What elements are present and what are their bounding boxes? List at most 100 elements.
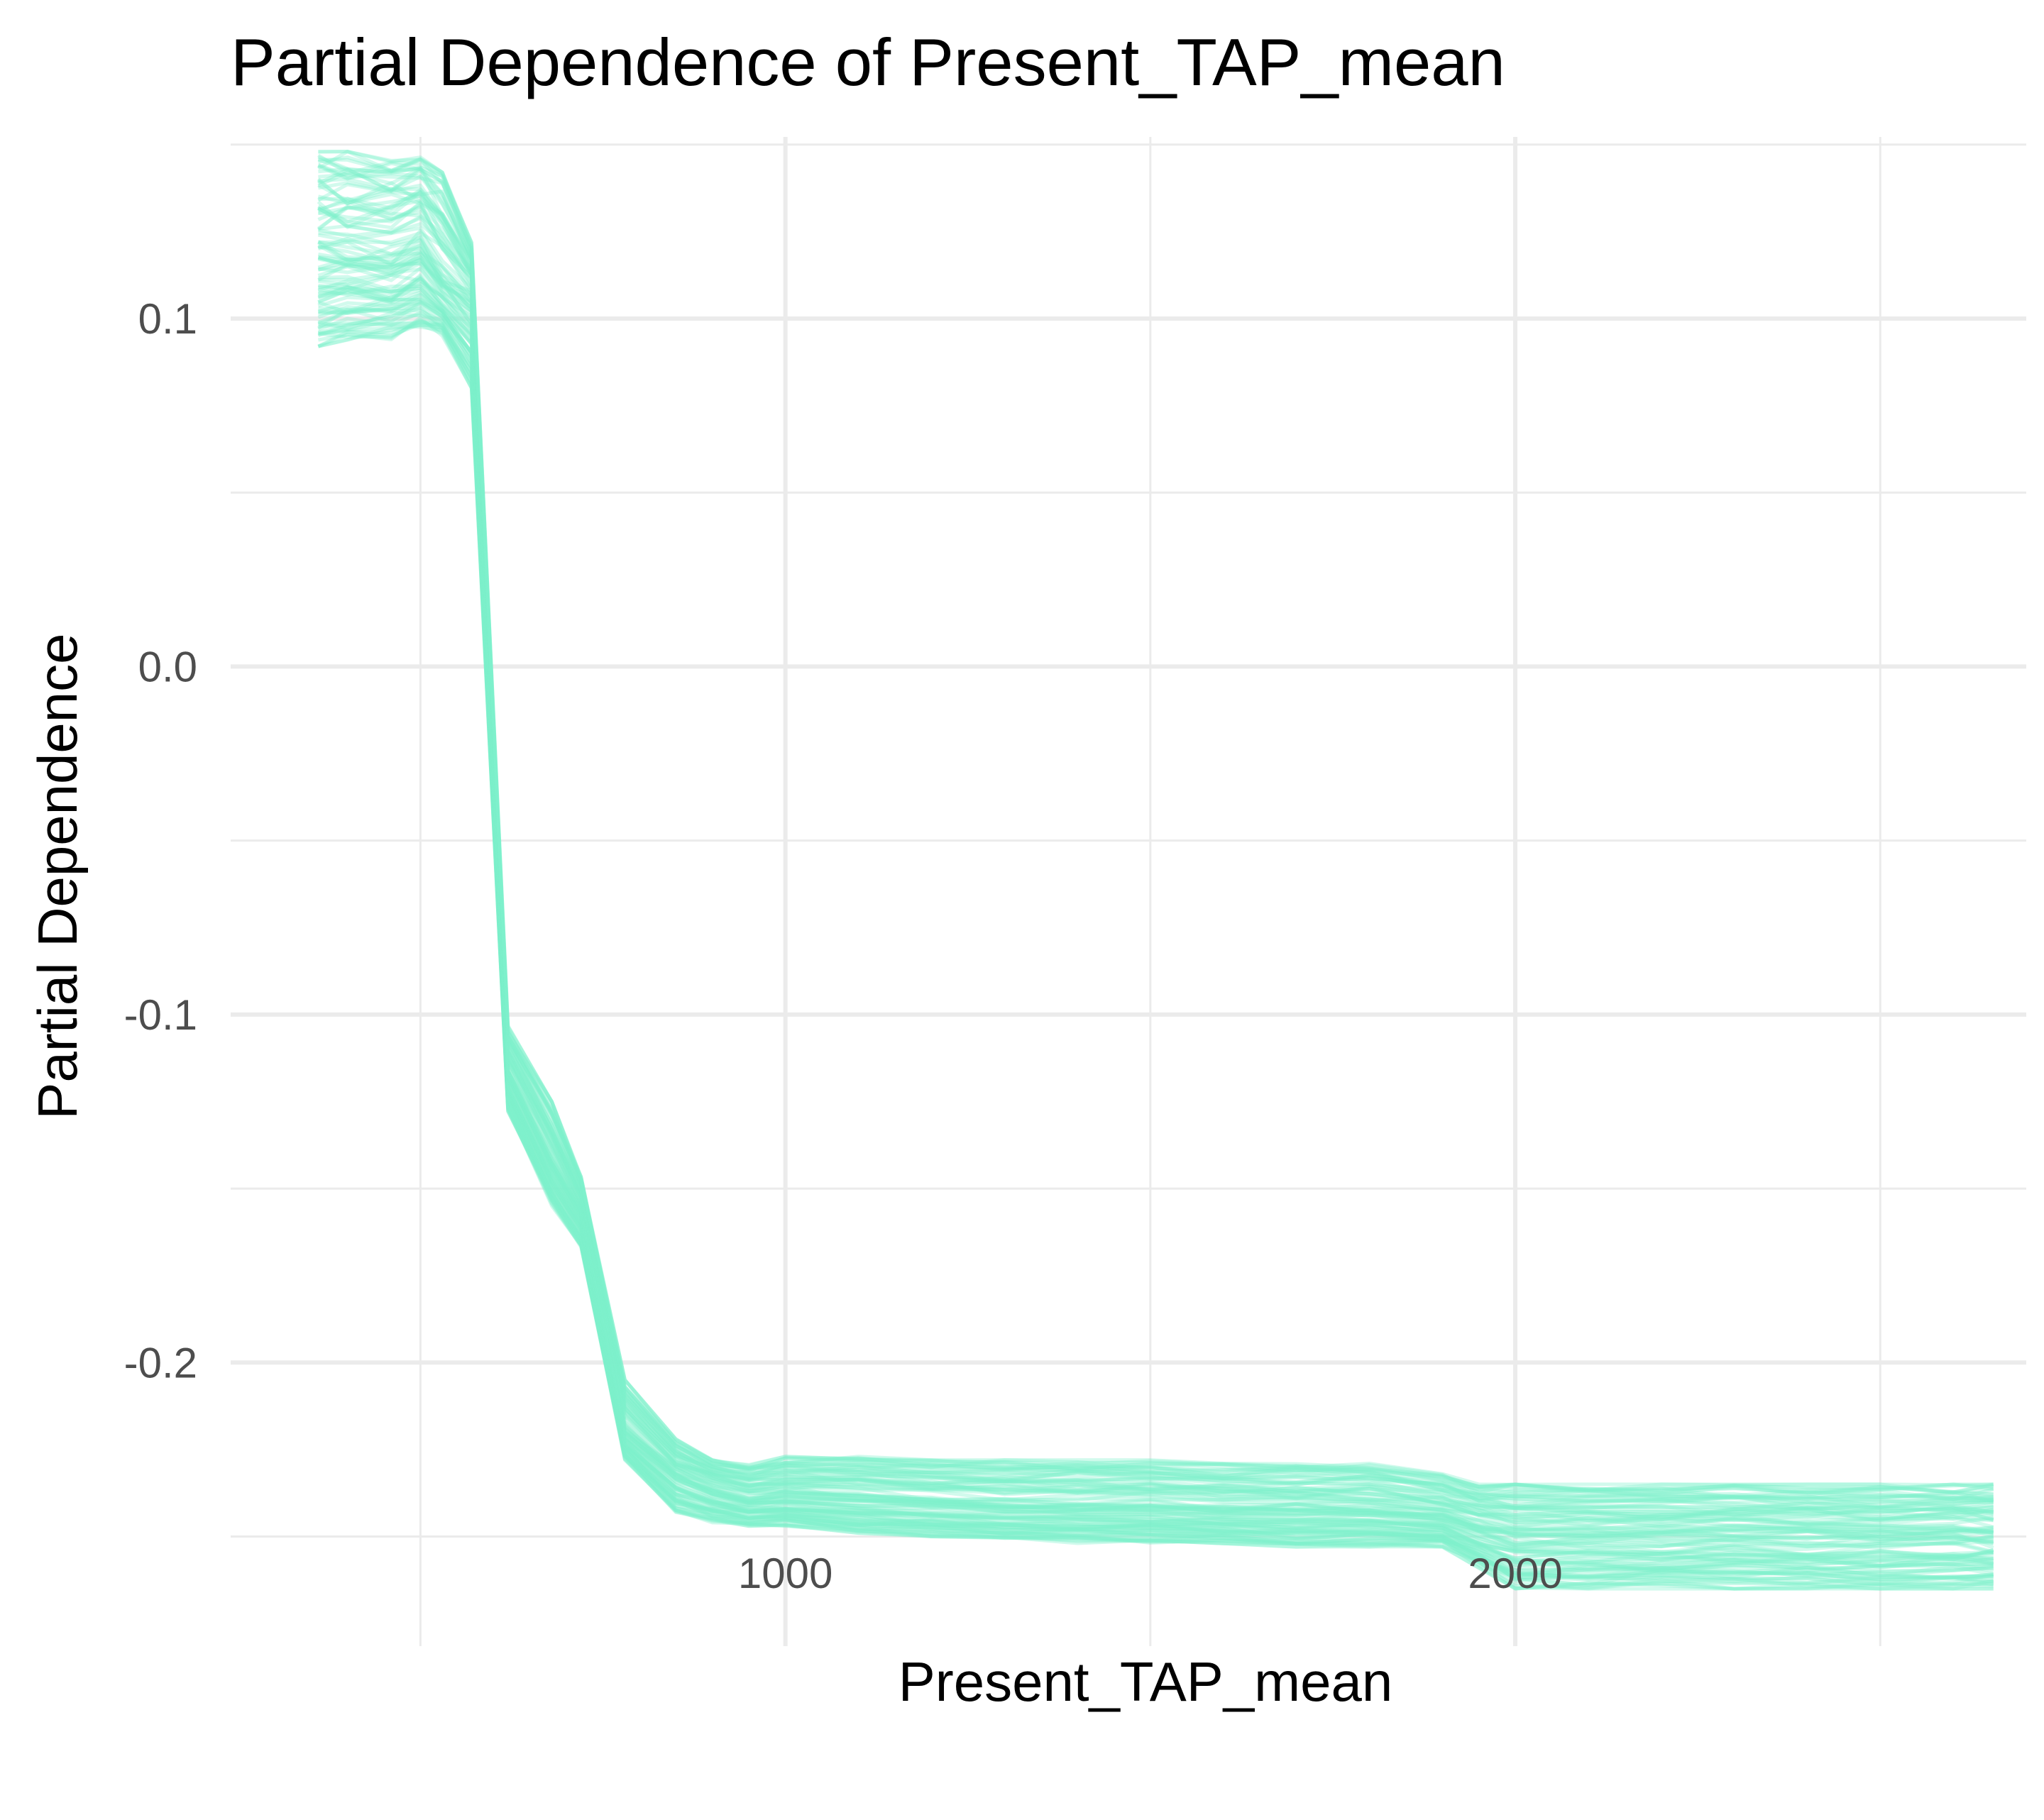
ice-line xyxy=(317,158,1994,1495)
ice-line xyxy=(318,255,1994,1547)
ice-line xyxy=(318,177,1994,1509)
ice-line xyxy=(317,192,1994,1513)
ice-line xyxy=(318,312,1994,1587)
ice-line xyxy=(317,189,1994,1516)
ice-line xyxy=(317,250,1994,1538)
ice-line xyxy=(317,190,1994,1517)
ice-line xyxy=(317,204,1994,1523)
ice-line xyxy=(317,322,1994,1591)
ice-line xyxy=(318,275,1994,1560)
ice-line xyxy=(317,235,1994,1534)
ice-line xyxy=(318,319,1994,1591)
ice-line xyxy=(317,182,1994,1504)
ice-line xyxy=(317,238,1994,1539)
ice-line xyxy=(318,273,1994,1565)
ice-line xyxy=(317,200,1994,1522)
ice-line xyxy=(317,261,1994,1549)
ice-line xyxy=(318,188,1994,1511)
ice-line xyxy=(318,202,1994,1527)
ice-line xyxy=(317,311,1994,1582)
ice-line xyxy=(317,305,1994,1579)
ice-line xyxy=(317,293,1994,1579)
ice-line xyxy=(317,216,1994,1526)
ice-line xyxy=(317,206,1994,1523)
ice-line xyxy=(317,241,1994,1539)
ice-line xyxy=(317,175,1994,1511)
ice-line xyxy=(317,300,1994,1574)
ice-line xyxy=(317,285,1994,1567)
ice-line xyxy=(317,190,1994,1513)
ice-line xyxy=(318,273,1994,1557)
ice-line xyxy=(317,166,1994,1504)
ice-line xyxy=(317,228,1994,1538)
ice-line xyxy=(318,267,1994,1552)
ice-line xyxy=(317,153,1994,1496)
ice-line xyxy=(317,276,1994,1562)
ice-line xyxy=(317,242,1994,1538)
ice-line xyxy=(317,238,1994,1533)
ice-line xyxy=(317,286,1994,1567)
ice-line xyxy=(318,299,1994,1577)
ice-line xyxy=(318,262,1994,1554)
ice-line xyxy=(317,243,1994,1538)
ice-line xyxy=(318,322,1994,1589)
x-tick-label: 1000 xyxy=(738,1550,833,1597)
ice-line xyxy=(318,261,1994,1548)
ice-line xyxy=(317,316,1994,1590)
ice-line xyxy=(317,206,1994,1521)
ice-line xyxy=(317,155,1994,1495)
y-tick-labels: 0.1 0.0 -0.1 -0.2 xyxy=(124,295,197,1386)
ice-line xyxy=(318,311,1994,1582)
ice-line xyxy=(317,288,1994,1568)
ice-line xyxy=(317,155,1994,1494)
ice-line xyxy=(317,167,1994,1506)
ice-line xyxy=(317,324,1994,1591)
ice-line xyxy=(318,222,1994,1523)
y-tick-label: 0.1 xyxy=(138,295,197,343)
ice-line xyxy=(317,161,1994,1499)
ice-line xyxy=(317,194,1994,1517)
gridlines xyxy=(231,137,2026,1646)
ice-line xyxy=(318,251,1994,1544)
ice-line xyxy=(317,301,1994,1578)
ice-line xyxy=(318,231,1994,1529)
ice-line xyxy=(318,231,1994,1531)
ice-line xyxy=(317,255,1994,1543)
y-tick-label: -0.2 xyxy=(124,1339,197,1386)
ice-line xyxy=(318,158,1994,1501)
ice-line xyxy=(317,316,1994,1585)
ice-line xyxy=(317,150,1994,1494)
ice-line xyxy=(318,319,1994,1587)
ice-line xyxy=(317,317,1994,1591)
ice-line xyxy=(318,288,1994,1567)
ice-line xyxy=(317,282,1994,1567)
ice-line xyxy=(318,276,1994,1560)
ice-line xyxy=(318,297,1994,1572)
chart-title: Partial Dependence of Present_TAP_mean xyxy=(231,25,1505,99)
ice-line xyxy=(317,163,1994,1499)
x-tick-label: 2000 xyxy=(1468,1550,1562,1597)
ice-line xyxy=(318,167,1994,1501)
plot-area xyxy=(231,137,2026,1646)
ice-line xyxy=(318,167,1994,1500)
ice-line xyxy=(317,306,1994,1584)
ice-line xyxy=(317,252,1994,1550)
y-tick-label: 0.0 xyxy=(138,643,197,690)
ice-line xyxy=(317,256,1994,1550)
ice-line xyxy=(317,199,1994,1518)
ice-line xyxy=(318,150,1994,1489)
ice-line xyxy=(317,180,1994,1509)
ice-line xyxy=(317,206,1994,1522)
ice-line xyxy=(317,252,1994,1543)
ice-line xyxy=(317,321,1994,1587)
ice-line xyxy=(317,199,1994,1522)
ice-line xyxy=(317,323,1994,1591)
ice-line xyxy=(317,236,1994,1535)
ice-line xyxy=(317,163,1994,1501)
ice-line xyxy=(318,150,1994,1493)
ice-line xyxy=(317,279,1994,1558)
y-tick-label: -0.1 xyxy=(124,991,197,1039)
y-axis-title: Partial Dependence xyxy=(26,633,89,1119)
ice-line xyxy=(317,246,1994,1542)
